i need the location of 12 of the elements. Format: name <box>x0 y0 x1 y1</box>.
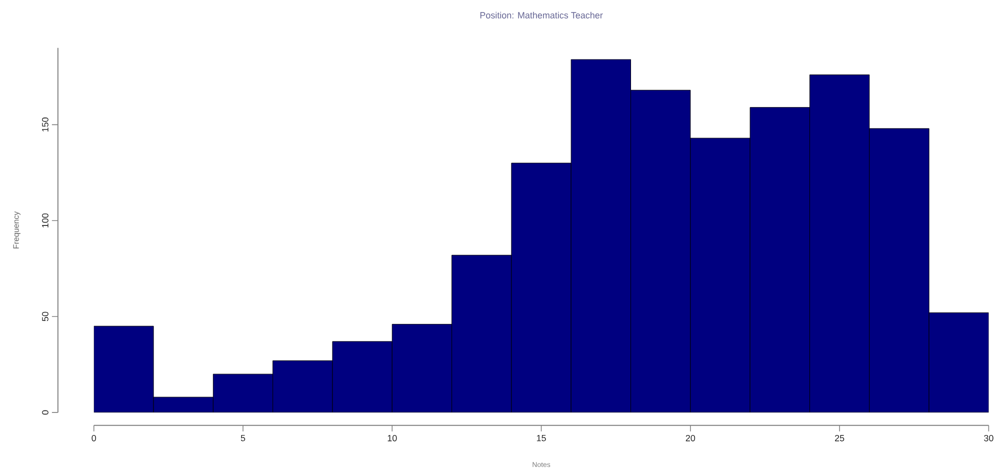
x-tick-label: 20 <box>686 434 696 442</box>
x-tick-label: 0 <box>92 434 96 442</box>
x-tick-label: 30 <box>984 434 994 442</box>
y-tick-label: 150 <box>42 117 48 132</box>
chart-title: Position: Mathematics Teacher <box>480 12 603 18</box>
x-tick-label: 10 <box>388 434 397 442</box>
y-tick-label: 100 <box>42 213 48 228</box>
y-tick-label: 50 <box>42 312 48 321</box>
y-tick-label: 0 <box>42 410 48 414</box>
x-tick-label: 15 <box>536 434 546 442</box>
x-tick-label: 25 <box>835 434 844 442</box>
x-tick-label: 5 <box>240 434 246 442</box>
